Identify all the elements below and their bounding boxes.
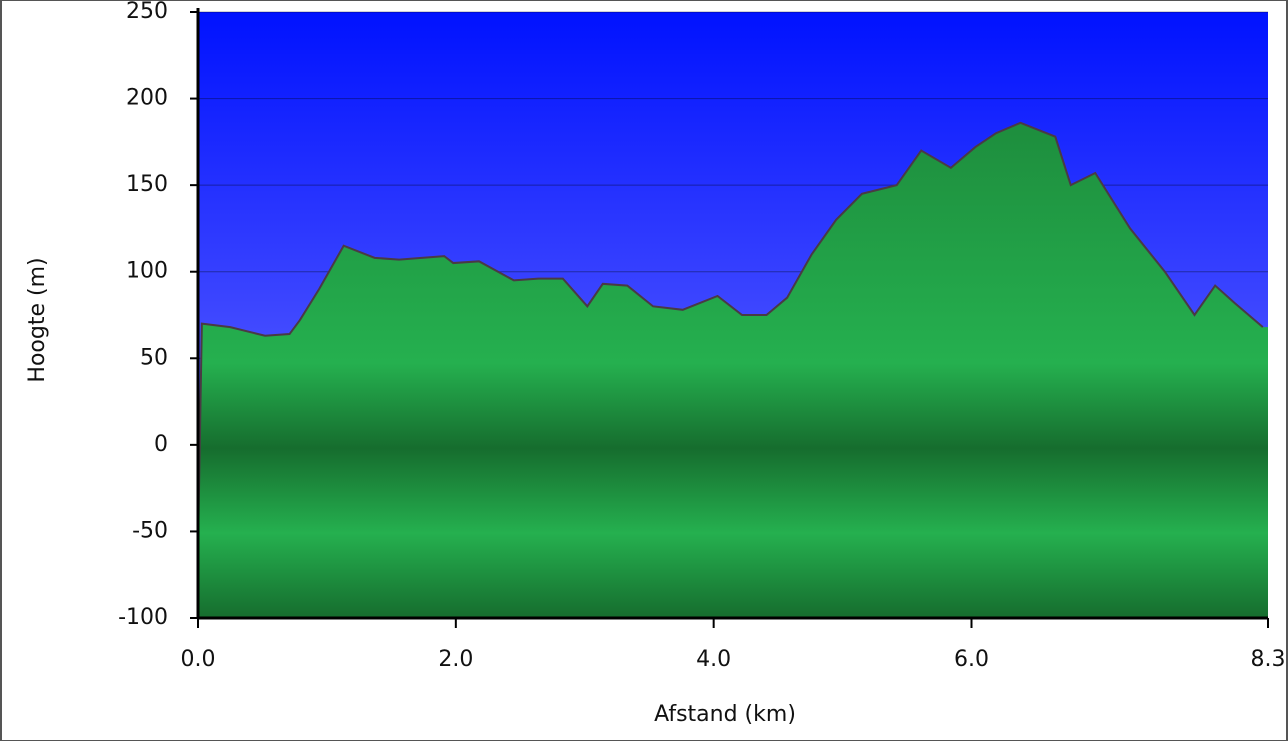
y-tick-label: -50 xyxy=(132,518,168,543)
x-tick-label: 0.0 xyxy=(181,647,216,672)
x-tick-label: 4.0 xyxy=(696,647,731,672)
y-tick-label: 50 xyxy=(140,345,168,370)
elevation-area xyxy=(198,122,1268,618)
y-tick-label: 200 xyxy=(126,86,168,111)
y-tick-label: 0 xyxy=(154,432,168,457)
x-tick-label: 6.0 xyxy=(954,647,989,672)
x-tick-label: 2.0 xyxy=(438,647,473,672)
x-axis-title: Afstand (km) xyxy=(654,702,796,727)
y-tick-label: 250 xyxy=(126,0,168,24)
elevation-line xyxy=(197,121,1264,549)
x-tick-label: 8.3 xyxy=(1251,647,1286,672)
y-tick-label: 100 xyxy=(126,259,168,284)
y-axis-title: Hoogte (m) xyxy=(25,257,50,382)
y-tick-label: 150 xyxy=(126,172,168,197)
y-tick-label: -100 xyxy=(118,605,168,630)
